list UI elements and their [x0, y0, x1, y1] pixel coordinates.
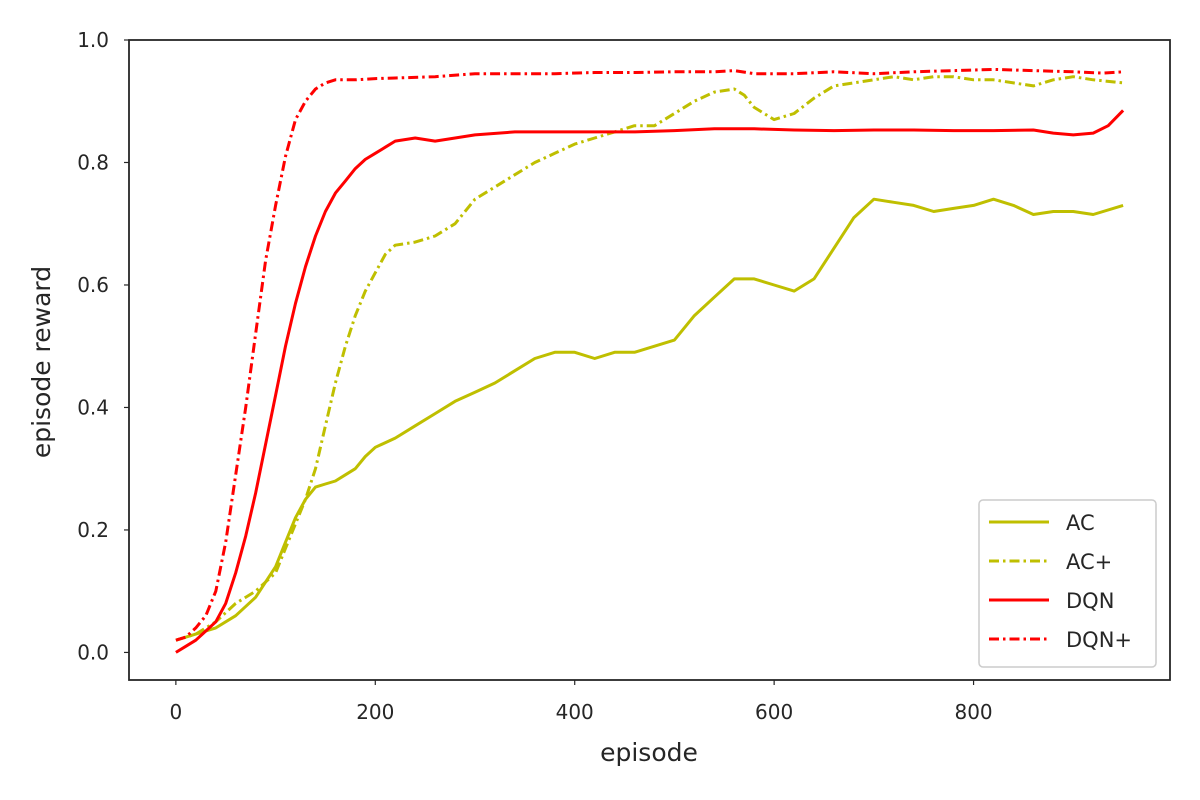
y-tick-label: 0.2 — [77, 518, 109, 542]
x-tick-label: 800 — [954, 700, 992, 724]
y-tick-label: 0.6 — [77, 273, 109, 297]
legend: AC AC+ DQN DQN+ — [978, 499, 1157, 668]
series-line-dqn-plus — [175, 67, 1124, 642]
legend-label: AC+ — [1066, 550, 1112, 574]
x-axis-label: episode — [600, 738, 698, 767]
y-tick-label: 1.0 — [77, 28, 109, 52]
series-layer — [175, 67, 1125, 654]
legend-label: AC — [1066, 511, 1095, 535]
series-line-ac — [175, 197, 1124, 642]
series-line-dqn — [175, 109, 1125, 654]
x-tick-label: 400 — [556, 700, 594, 724]
plot-frame — [128, 39, 1171, 681]
ticks-layer: 0 200 400 600 800 0.0 0.2 0.4 0.6 0.8 1.0 — [77, 28, 992, 724]
y-tick-label: 0.4 — [77, 395, 109, 419]
legend-label: DQN — [1066, 589, 1114, 613]
x-tick-label: 0 — [169, 700, 182, 724]
x-tick-label: 600 — [755, 700, 793, 724]
y-tick-label: 0.8 — [77, 150, 109, 174]
y-axis-label: episode reward — [27, 266, 56, 458]
legend-box — [978, 499, 1157, 668]
series-line-ac-plus — [175, 75, 1124, 642]
x-tick-label: 200 — [356, 700, 394, 724]
legend-label: DQN+ — [1066, 628, 1132, 652]
y-tick-label: 0.0 — [77, 640, 109, 664]
